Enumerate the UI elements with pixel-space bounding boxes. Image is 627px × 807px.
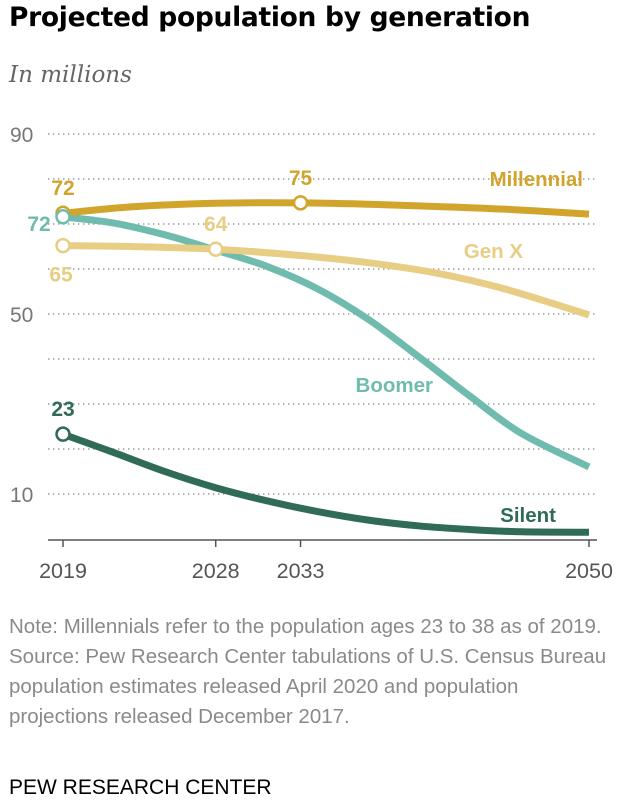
series-labels: 72 75 65 64 72 23 Millennial Gen X Boomer Silent bbox=[27, 167, 583, 527]
y-tick-label: 50 bbox=[10, 304, 33, 327]
series-line-millennial bbox=[62, 199, 590, 218]
y-tick-label: 10 bbox=[10, 484, 33, 507]
note-text: Note: Millennials refer to the populatio… bbox=[9, 615, 602, 638]
source-text: Source: Pew Research Center tabulations … bbox=[9, 645, 607, 728]
series-lines bbox=[61, 199, 591, 536]
data-point-marker bbox=[292, 195, 309, 211]
chart-notes: Note: Millennials refer to the populatio… bbox=[9, 612, 619, 732]
x-tick-label: 2050 bbox=[565, 559, 613, 583]
data-point-marker bbox=[55, 426, 71, 442]
series-line-silent bbox=[61, 430, 590, 536]
data-label: 72 bbox=[51, 177, 74, 200]
data-point-marker bbox=[55, 209, 71, 225]
x-tick-label: 2019 bbox=[39, 559, 87, 583]
series-name-label: Millennial bbox=[490, 168, 583, 191]
series-name-label: Boomer bbox=[356, 374, 433, 397]
y-tick-label: 90 bbox=[10, 124, 33, 147]
axis-labels: 10 50 90 2019 2028 2033 2050 bbox=[10, 124, 613, 583]
series-line-boomer bbox=[62, 213, 591, 471]
data-label: 72 bbox=[27, 213, 50, 236]
x-tick-label: 2028 bbox=[192, 559, 240, 583]
data-label: 65 bbox=[49, 264, 73, 287]
line-chart: 10 50 90 2019 2028 2033 2050 72 75 65 64 72 23 Mille… bbox=[10, 124, 613, 583]
chart-title: Projected population by generation bbox=[9, 2, 531, 33]
series-markers bbox=[55, 195, 309, 442]
data-label: 75 bbox=[289, 167, 313, 190]
footer-credit: PEW RESEARCH CENTER bbox=[9, 776, 272, 799]
series-line-gen-x bbox=[62, 242, 591, 319]
data-label: 64 bbox=[204, 213, 228, 236]
series-name-label: Gen X bbox=[464, 240, 524, 263]
data-point-marker bbox=[207, 241, 224, 257]
data-label: 23 bbox=[51, 398, 74, 421]
series-name-label: Silent bbox=[500, 504, 556, 527]
chart-subtitle: In millions bbox=[9, 62, 132, 88]
x-tick-label: 2033 bbox=[277, 559, 325, 583]
data-point-marker bbox=[55, 237, 71, 254]
